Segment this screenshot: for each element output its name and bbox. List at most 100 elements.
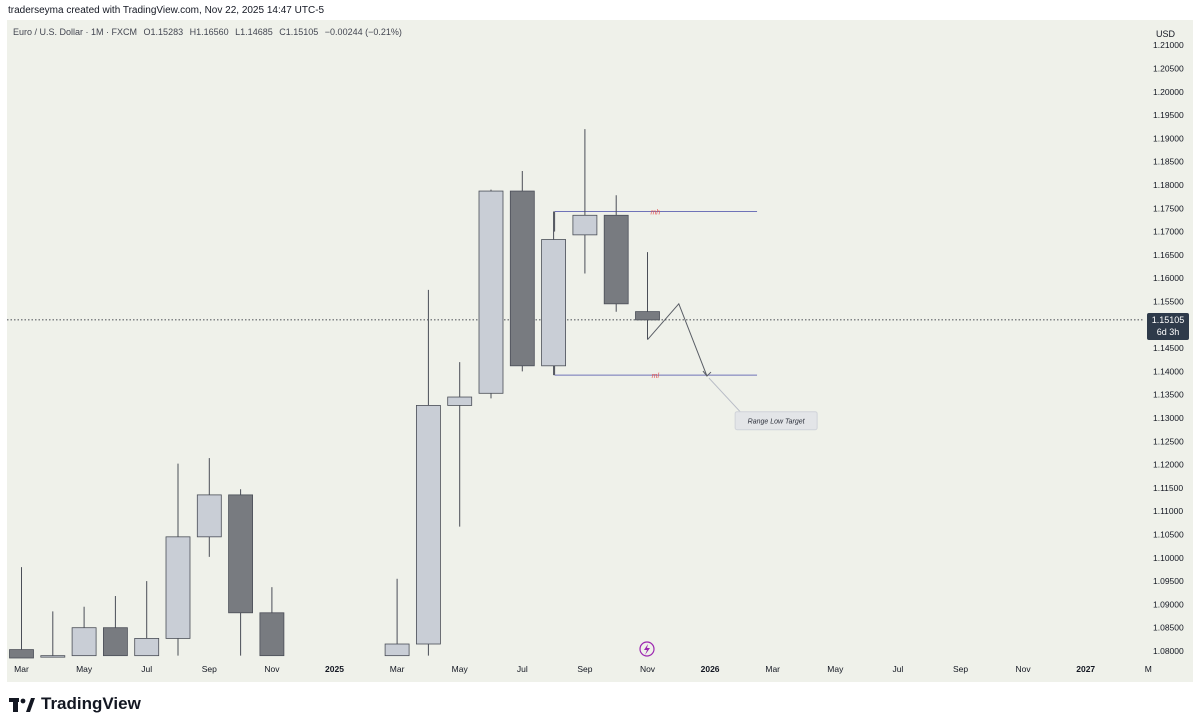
candle[interactable] [228,489,254,656]
price-tick-label: 1.17000 [1153,227,1184,237]
time-tick-label: Jul [141,664,152,674]
tradingview-logo-icon [9,697,35,712]
last-price-badge: 1.15105 6d 3h [1147,313,1189,340]
symbol-info-line: Euro / U.S. Dollar · 1M · FXCM O1.15283 … [13,27,406,37]
price-tick-label: 1.14500 [1153,343,1184,353]
candle[interactable] [71,606,97,657]
time-tick-label: Mar [390,664,405,674]
price-tick-label: 1.10500 [1153,530,1184,540]
candle-body [509,190,535,367]
ohlc-high: H1.16560 [189,27,229,37]
time-tick-label: Mar [14,664,29,674]
candle[interactable] [415,289,441,656]
price-tick-label: 1.17500 [1153,203,1184,213]
time-tick-label: Nov [1016,664,1032,674]
level-mh: mh [554,210,758,232]
annotations: Range Low Target [647,302,818,431]
candle[interactable] [165,463,191,656]
price-tick-label: 1.12000 [1153,460,1184,470]
time-tick-label: Nov [264,664,280,674]
annotation-text: Range Low Target [748,419,806,426]
price-tick-label: 1.08000 [1153,646,1184,656]
candle-body [9,649,34,659]
candle[interactable] [259,587,285,657]
chart-frame[interactable] [7,20,1193,682]
candle[interactable] [447,362,473,527]
price-tick-label: 1.10000 [1153,553,1184,563]
time-axis: Mar May Jul Sep Nov 2025 Mar May Jul Sep Nov 2026 Ma… [14,664,1152,674]
candle-body [478,190,504,394]
candle[interactable] [541,211,566,376]
candle-body [71,627,97,657]
ohlc-change: −0.00244 (−0.21%) [324,27,402,37]
time-tick-label: M [1145,664,1152,674]
candle[interactable] [603,195,629,312]
last-price-countdown: 6d 3h [1156,327,1180,337]
time-tick-label: Sep [953,664,968,674]
ohlc-close: C1.15105 [279,27,319,37]
candle-body [541,239,566,367]
time-tick-label: May [452,664,469,674]
candle-body [228,494,254,614]
tradingview-logo[interactable]: TradingView [9,694,141,714]
candle[interactable] [478,189,504,399]
price-tick-label: 1.13500 [1153,390,1184,400]
time-tick-label: Nov [640,664,656,674]
candle[interactable] [134,581,160,657]
price-tick-label: 1.11500 [1153,483,1183,493]
candle[interactable] [509,171,535,372]
candle[interactable] [40,611,66,658]
price-tick-label: 1.18500 [1153,157,1184,167]
candle[interactable] [196,458,222,557]
symbol-name[interactable]: Euro / U.S. Dollar · 1M · FXCM [13,27,138,37]
level-ml: ml [554,365,758,380]
price-tick-label: 1.09000 [1153,599,1184,609]
price-tick-label: 1.13000 [1153,413,1184,423]
candle-body [447,396,473,406]
candle-body [415,405,441,645]
time-tick-label: Sep [202,664,217,674]
price-tick-label: 1.20000 [1153,87,1184,97]
price-tick-label: 1.11000 [1153,506,1183,516]
price-tick-label: 1.15500 [1153,297,1184,307]
time-tick-label: Sep [577,664,592,674]
candle[interactable] [9,567,34,659]
price-tick-label: 1.14000 [1153,366,1184,376]
time-tick-label: May [76,664,93,674]
candle-body [165,536,191,639]
candle[interactable] [572,129,598,274]
price-tick-label: 1.18000 [1153,180,1184,190]
price-tick-label: 1.19000 [1153,133,1184,143]
candle[interactable] [103,596,128,657]
candles [9,129,660,659]
candle-body [572,214,598,236]
annotation-box [734,411,818,431]
time-tick-label: May [827,664,844,674]
candle-body [384,643,410,657]
level-lines: mh ml [7,210,1143,380]
candle-body [40,655,66,658]
time-tick-label: 2025 [325,664,344,674]
projection-path [647,302,708,377]
ohlc-low: L1.14685 [235,27,273,37]
candle[interactable] [635,252,660,340]
projection-arrow [702,370,712,377]
price-tick-label: 1.12500 [1153,436,1184,446]
level-label-mh: mh [650,210,660,217]
price-tick-label: 1.16000 [1153,273,1184,283]
candle[interactable] [384,578,410,657]
ohlc-open: O1.15283 [143,27,184,37]
price-tick-label: 1.20500 [1153,64,1184,74]
chart-caption: traderseyma created with TradingView.com… [8,5,325,16]
candle-body [196,494,222,538]
price-tick-label: 1.09500 [1153,576,1184,586]
price-axis-currency[interactable]: USD [1156,29,1176,39]
flash-icon[interactable] [639,641,655,657]
annotation-pointer [708,377,741,413]
price-tick-label: 1.21000 [1153,40,1184,50]
time-tick-label: Jul [892,664,903,674]
price-tick-label: 1.16500 [1153,250,1184,260]
candle-body [603,214,629,305]
price-tick-label: 1.08500 [1153,623,1184,633]
